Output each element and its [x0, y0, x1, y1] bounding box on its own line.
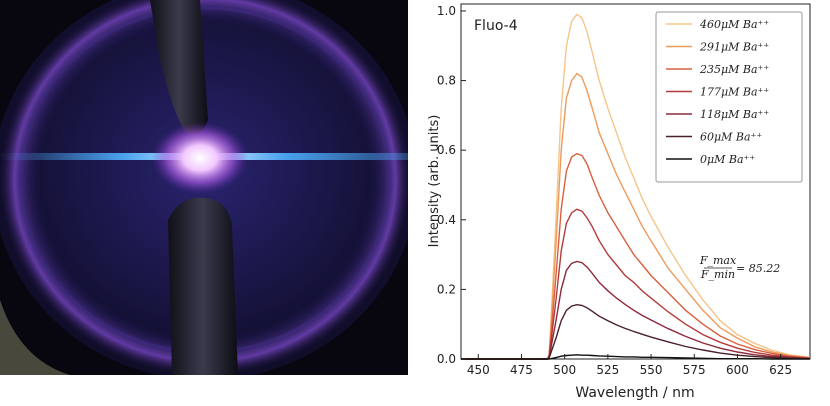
- legend-label-6: 0μM Ba⁺⁺: [700, 153, 755, 166]
- chart-title: Fluo-4: [474, 18, 518, 34]
- legend-label-0: 460μM Ba⁺⁺: [699, 18, 769, 31]
- legend-label-5: 60μM Ba⁺⁺: [700, 131, 762, 144]
- series-line-6: [461, 354, 810, 360]
- series-line-5: [461, 303, 811, 360]
- x-tick-label-5: 575: [683, 363, 706, 377]
- annotation-numerator: F_max: [699, 254, 737, 267]
- legend-box: [655, 11, 803, 183]
- x-tick-label-1: 475: [510, 363, 533, 377]
- legend-label-4: 118μM Ba⁺⁺: [700, 108, 769, 121]
- annotation-denominator: F_min: [700, 268, 735, 281]
- series-line-4: [461, 260, 811, 360]
- x-tick-label-2: 500: [553, 363, 576, 377]
- emission-spectrum-chart: 450 475 500 525 550 575 600 625 0.0 0.2 0.4 0.6 0.8 1…: [427, 3, 811, 401]
- fluorescence-sample-photo: [0, 0, 408, 375]
- y-tick-label-4: 0.8: [437, 74, 456, 88]
- legend-label-1: 291μM Ba⁺⁺: [699, 41, 769, 54]
- x-tick-label-6: 600: [726, 363, 749, 377]
- series-line-3: [461, 208, 811, 360]
- ticks-layer: 450 475 500 525 550 575 600 625 0.0 0.2 0.4 0.6 0.8 1…: [437, 4, 792, 377]
- x-tick-label-3: 525: [596, 363, 619, 377]
- fmax-fmin-annotation: F_max F_min = 85.22: [699, 254, 780, 281]
- y-tick-label-3: 0.6: [437, 143, 456, 157]
- y-axis-label: Intensity (arb. units): [427, 115, 442, 248]
- series-line-0: [461, 13, 811, 360]
- series-line-1: [461, 72, 811, 360]
- x-tick-label-7: 625: [769, 363, 792, 377]
- legend-label-3: 177μM Ba⁺⁺: [700, 86, 769, 99]
- legend-label-2: 235μM Ba⁺⁺: [699, 63, 769, 76]
- x-axis-label: Wavelength / nm: [575, 385, 694, 401]
- annotation-value: = 85.22: [736, 262, 780, 275]
- y-tick-label-1: 0.2: [437, 282, 456, 296]
- x-tick-label-0: 450: [467, 363, 490, 377]
- series-layer: [461, 13, 811, 360]
- series-line-2: [461, 152, 811, 360]
- y-tick-label-2: 0.4: [437, 213, 456, 227]
- y-tick-label-5: 1.0: [437, 4, 456, 18]
- y-tick-label-0: 0.0: [437, 352, 456, 366]
- x-tick-label-4: 550: [640, 363, 663, 377]
- legend: 460μM Ba⁺⁺ 291μM Ba⁺⁺ 235μM Ba⁺⁺ 177μM Ba⁺⁺…: [655, 11, 803, 183]
